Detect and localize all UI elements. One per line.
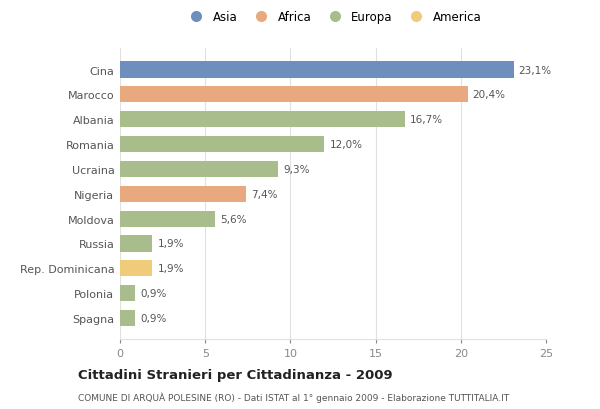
Bar: [120, 162, 278, 178]
Text: 0,9%: 0,9%: [140, 288, 167, 299]
Text: 1,9%: 1,9%: [157, 239, 184, 249]
Text: COMUNE DI ARQUÀ POLESINE (RO) - Dati ISTAT al 1° gennaio 2009 - Elaborazione TUT: COMUNE DI ARQUÀ POLESINE (RO) - Dati IST…: [78, 391, 509, 402]
Bar: [120, 310, 136, 326]
Bar: [120, 87, 467, 103]
Bar: [120, 186, 246, 202]
Bar: [120, 261, 152, 277]
Text: Cittadini Stranieri per Cittadinanza - 2009: Cittadini Stranieri per Cittadinanza - 2…: [78, 369, 392, 381]
Bar: [120, 137, 325, 153]
Bar: [120, 62, 514, 79]
Text: 7,4%: 7,4%: [251, 189, 278, 199]
Bar: [120, 285, 136, 301]
Text: 16,7%: 16,7%: [410, 115, 443, 125]
Text: 12,0%: 12,0%: [329, 140, 362, 150]
Text: 5,6%: 5,6%: [221, 214, 247, 224]
Bar: [120, 211, 215, 227]
Text: 9,3%: 9,3%: [284, 164, 310, 175]
Bar: [120, 236, 152, 252]
Text: 1,9%: 1,9%: [157, 264, 184, 274]
Text: 23,1%: 23,1%: [519, 65, 552, 75]
Legend: Asia, Africa, Europa, America: Asia, Africa, Europa, America: [184, 11, 482, 25]
Text: 0,9%: 0,9%: [140, 313, 167, 323]
Bar: [120, 112, 404, 128]
Text: 20,4%: 20,4%: [473, 90, 506, 100]
